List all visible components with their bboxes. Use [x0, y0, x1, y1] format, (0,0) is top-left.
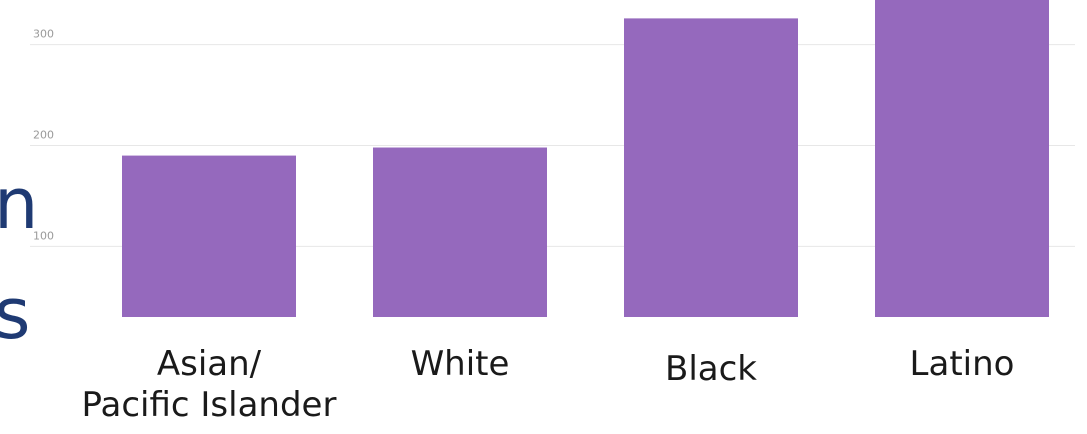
slide-text-fragment-1: n — [0, 163, 38, 245]
bars — [122, 0, 1049, 318]
x-category-label-1: Asian/Pacific Islander — [82, 344, 337, 425]
bar-3 — [624, 18, 798, 317]
bar-2 — [373, 147, 547, 317]
x-category-label-2: White — [411, 344, 510, 384]
bar-1 — [122, 155, 296, 317]
bar-4 — [875, 0, 1049, 318]
slide-text-fragment-2: s — [0, 273, 30, 355]
y-axis-ticks: 100 200 300 — [33, 28, 54, 243]
x-axis-labels: Asian/Pacific Islander White Black Latino — [82, 344, 1015, 425]
y-tick-label-100: 100 — [33, 229, 54, 242]
y-tick-label-200: 200 — [33, 129, 54, 142]
x-category-label-3: Black — [665, 349, 757, 389]
x-category-label-4: Latino — [910, 344, 1015, 384]
y-tick-label-300: 300 — [33, 28, 54, 41]
